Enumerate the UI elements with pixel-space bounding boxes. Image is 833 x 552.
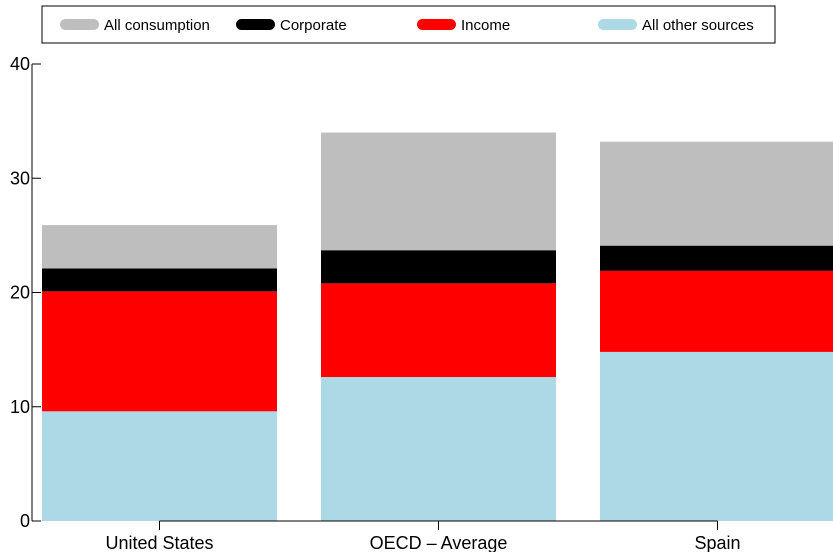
legend-swatch-income [417,19,456,30]
legend-label-corporate: Corporate [280,17,347,34]
y-axis: 0 10 20 30 40 [10,54,41,531]
legend-swatch-corporate [236,19,275,30]
y-tick-label-30: 30 [10,168,30,188]
bar-spain-all-consumption [600,141,833,246]
legend-label-all-other-sources: All other sources [642,17,754,34]
bar-oecd-average-all-consumption [321,132,556,251]
bar-united-states-all-other-sources [42,411,277,521]
legend: All consumption Corporate Income All other … [41,5,776,44]
y-tick-label-0: 0 [20,511,30,531]
x-tick-label-spain: Spain [694,533,740,552]
bars [42,132,833,521]
y-tick-label-40: 40 [10,54,30,74]
x-tick-label-oecd-average: OECD – Average [370,533,508,552]
bar-united-states-income [42,291,277,412]
bar-spain-corporate [600,245,833,271]
legend-label-income: Income [461,17,510,34]
bar-spain-income [600,270,833,352]
x-tick-label-united-states: United States [105,533,213,552]
legend-label-all-consumption: All consumption [104,17,210,34]
x-axis: United States OECD – Average Spain [105,520,741,552]
bar-oecd-average-all-other-sources [321,377,556,521]
bar-spain-all-other-sources [600,351,833,521]
bar-united-states-corporate [42,268,277,292]
y-tick-label-10: 10 [10,397,30,417]
bar-oecd-average-income [321,283,556,378]
y-tick-label-20: 20 [10,283,30,303]
bar-united-states-all-consumption [42,225,277,269]
legend-swatch-all-other-sources [598,19,637,30]
legend-swatch-all-consumption [60,19,99,30]
bar-oecd-average-corporate [321,250,556,284]
legend-box [41,5,776,44]
